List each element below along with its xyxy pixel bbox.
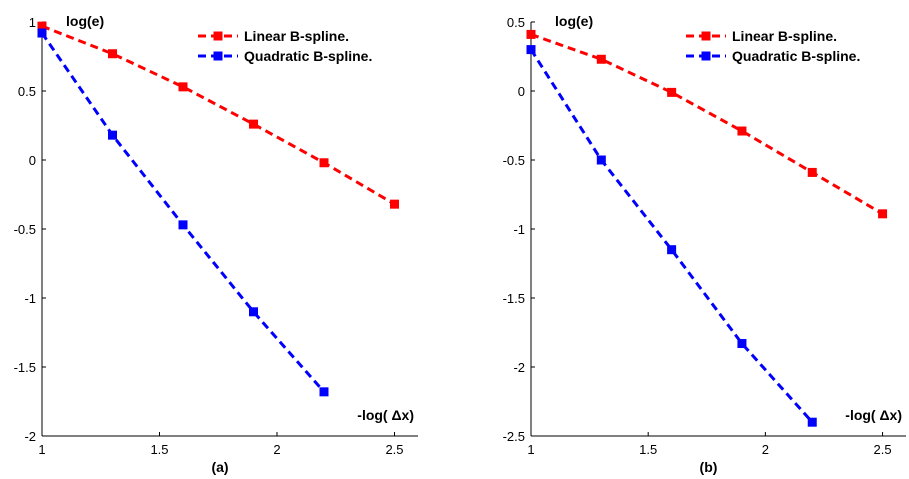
data-point-marker bbox=[178, 220, 188, 230]
legend-marker bbox=[701, 31, 711, 41]
data-point-marker bbox=[807, 417, 817, 427]
x-tick-label: 1 bbox=[527, 442, 534, 457]
data-point-marker bbox=[249, 307, 258, 317]
y-tick-label: 0 bbox=[518, 84, 525, 99]
x-axis-label: -log( Δx) bbox=[357, 407, 414, 423]
data-point-marker bbox=[108, 130, 117, 140]
data-point-marker bbox=[390, 199, 399, 209]
data-point-marker bbox=[108, 49, 117, 59]
data-point-marker bbox=[596, 54, 606, 64]
legend-label: Linear B-spline. bbox=[244, 28, 349, 44]
y-tick-label: -1 bbox=[24, 291, 36, 306]
series-line-1 bbox=[41, 24, 396, 206]
y-tick-label: -2.5 bbox=[503, 429, 525, 444]
data-point-marker bbox=[319, 387, 329, 397]
y-tick-label: -0.5 bbox=[503, 153, 525, 168]
y-axis-label: log(e) bbox=[66, 13, 104, 29]
data-point-marker bbox=[526, 29, 536, 39]
x-tick-label: 2 bbox=[273, 442, 280, 457]
data-point-marker bbox=[249, 119, 258, 129]
y-tick-label: 0.5 bbox=[18, 84, 36, 99]
y-tick-label: -2 bbox=[513, 360, 525, 375]
y-tick-label: -1.5 bbox=[14, 360, 36, 375]
x-axis-label: -log( Δx) bbox=[845, 407, 902, 423]
data-point-marker bbox=[737, 126, 747, 136]
panel-label: (a) bbox=[211, 459, 228, 475]
y-axis-label: log(e) bbox=[555, 13, 593, 29]
y-tick-label: 0.5 bbox=[507, 15, 525, 30]
data-point-marker bbox=[737, 339, 747, 349]
legend-marker bbox=[701, 51, 711, 61]
chart-panel-2: 0.5 0 -0.5 -1 -1.5 -2 -2.51 1.5 2 2.5 log(e) -log( … bbox=[503, 13, 906, 475]
panel-label: (b) bbox=[700, 459, 718, 475]
y-tick-label: 0 bbox=[29, 153, 36, 168]
y-tick-label: -1.5 bbox=[503, 291, 525, 306]
data-point-marker bbox=[667, 87, 677, 97]
legend-marker bbox=[213, 31, 223, 41]
x-tick-label: 2.5 bbox=[874, 442, 892, 457]
y-tick-label: -0.5 bbox=[14, 222, 36, 237]
legend-marker bbox=[213, 51, 223, 61]
data-point-marker bbox=[596, 155, 606, 165]
y-tick-label: -1 bbox=[513, 222, 525, 237]
x-tick-label: 1.5 bbox=[150, 442, 168, 457]
y-tick-label: -2 bbox=[24, 429, 36, 444]
legend-label: Quadratic B-spline. bbox=[244, 48, 372, 64]
series-line-2 bbox=[529, 48, 814, 424]
legend-label: Linear B-spline. bbox=[732, 28, 837, 44]
x-tick-label: 2.5 bbox=[385, 442, 403, 457]
x-tick-label: 1 bbox=[38, 442, 45, 457]
data-point-marker bbox=[37, 28, 47, 38]
data-point-marker bbox=[667, 245, 677, 255]
data-point-marker bbox=[878, 209, 888, 219]
legend-label: Quadratic B-spline. bbox=[732, 48, 860, 64]
data-point-marker bbox=[807, 167, 817, 177]
series-line-1 bbox=[530, 33, 884, 216]
y-tick-label: 1 bbox=[29, 15, 36, 30]
data-point-marker bbox=[178, 82, 188, 92]
x-tick-label: 2 bbox=[762, 442, 769, 457]
x-tick-label: 1.5 bbox=[639, 442, 657, 457]
data-point-marker bbox=[37, 21, 47, 31]
data-point-marker bbox=[319, 158, 329, 168]
data-point-marker bbox=[526, 45, 536, 55]
